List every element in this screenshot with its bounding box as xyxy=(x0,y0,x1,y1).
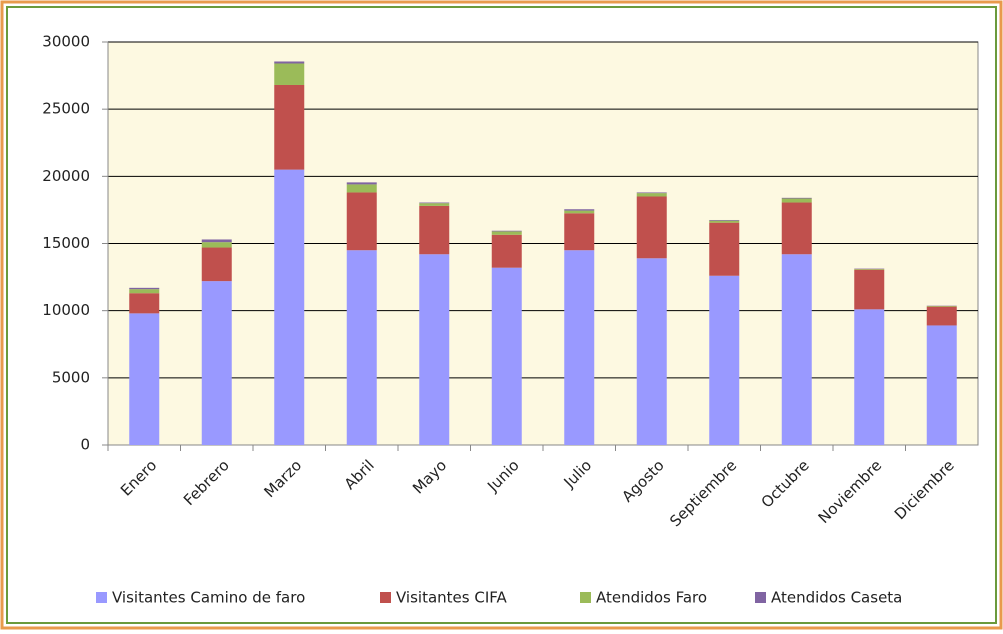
y-tick-label: 25000 xyxy=(42,100,90,118)
bar-segment xyxy=(492,268,522,445)
bar-segment xyxy=(854,309,884,445)
bar-segment xyxy=(274,170,304,445)
legend: Visitantes Camino de faro Visitantes CIFA… xyxy=(96,589,902,607)
bar-segment xyxy=(202,281,232,445)
bar-segment xyxy=(854,270,884,310)
bar-segment xyxy=(419,254,449,445)
y-tick-label: 0 xyxy=(80,436,90,454)
bar-segment xyxy=(347,250,377,445)
bar-segment xyxy=(274,85,304,170)
bar-segment xyxy=(492,231,522,234)
y-tick-label: 15000 xyxy=(42,234,90,252)
bar-segment xyxy=(347,192,377,250)
bar-segment xyxy=(492,231,522,232)
bar-segment xyxy=(202,242,232,247)
bar-segment xyxy=(347,182,377,184)
bar-segment xyxy=(782,203,812,255)
bar-segment xyxy=(419,203,449,206)
legend-swatch xyxy=(580,592,591,603)
bar-segment xyxy=(854,269,884,270)
y-tick-label: 30000 xyxy=(42,33,90,51)
bar-segment xyxy=(419,206,449,254)
bar-segment xyxy=(129,289,159,293)
bar-segment xyxy=(564,211,594,214)
legend-label: Visitantes CIFA xyxy=(396,589,508,607)
bar-segment xyxy=(129,313,159,445)
bar-segment xyxy=(129,293,159,313)
bar-segment xyxy=(274,63,304,84)
y-tick-label: 5000 xyxy=(52,368,90,386)
bar-segment xyxy=(927,307,957,326)
bar-segment xyxy=(564,209,594,210)
bar-segment xyxy=(782,254,812,445)
bar-segment xyxy=(564,250,594,445)
bar-segment xyxy=(637,258,667,445)
legend-label: Visitantes Camino de faro xyxy=(112,589,305,607)
bar-segment xyxy=(782,198,812,202)
legend-swatch xyxy=(96,592,107,603)
legend-swatch xyxy=(380,592,391,603)
bar-segment xyxy=(202,248,232,282)
bar-segment xyxy=(637,192,667,193)
bar-segment xyxy=(709,221,739,223)
bar-segment xyxy=(274,61,304,63)
legend-label: Atendidos Caseta xyxy=(771,589,902,607)
y-tick-label: 20000 xyxy=(42,167,90,185)
bar-segment xyxy=(709,223,739,276)
bar-segment xyxy=(347,184,377,192)
bar-segment xyxy=(202,239,232,242)
bar-segment xyxy=(637,196,667,258)
bar-segment xyxy=(927,306,957,307)
bar-segment xyxy=(709,276,739,445)
bar-segment xyxy=(782,198,812,199)
bar-segment xyxy=(709,220,739,221)
bar-segment xyxy=(637,193,667,196)
bar-segment xyxy=(129,288,159,289)
bar-segment xyxy=(419,203,449,204)
legend-label: Atendidos Faro xyxy=(596,589,707,607)
y-tick-label: 10000 xyxy=(42,301,90,319)
bar-segment xyxy=(492,235,522,268)
legend-swatch xyxy=(755,592,766,603)
bar-segment xyxy=(564,213,594,250)
bar-segment xyxy=(927,325,957,445)
